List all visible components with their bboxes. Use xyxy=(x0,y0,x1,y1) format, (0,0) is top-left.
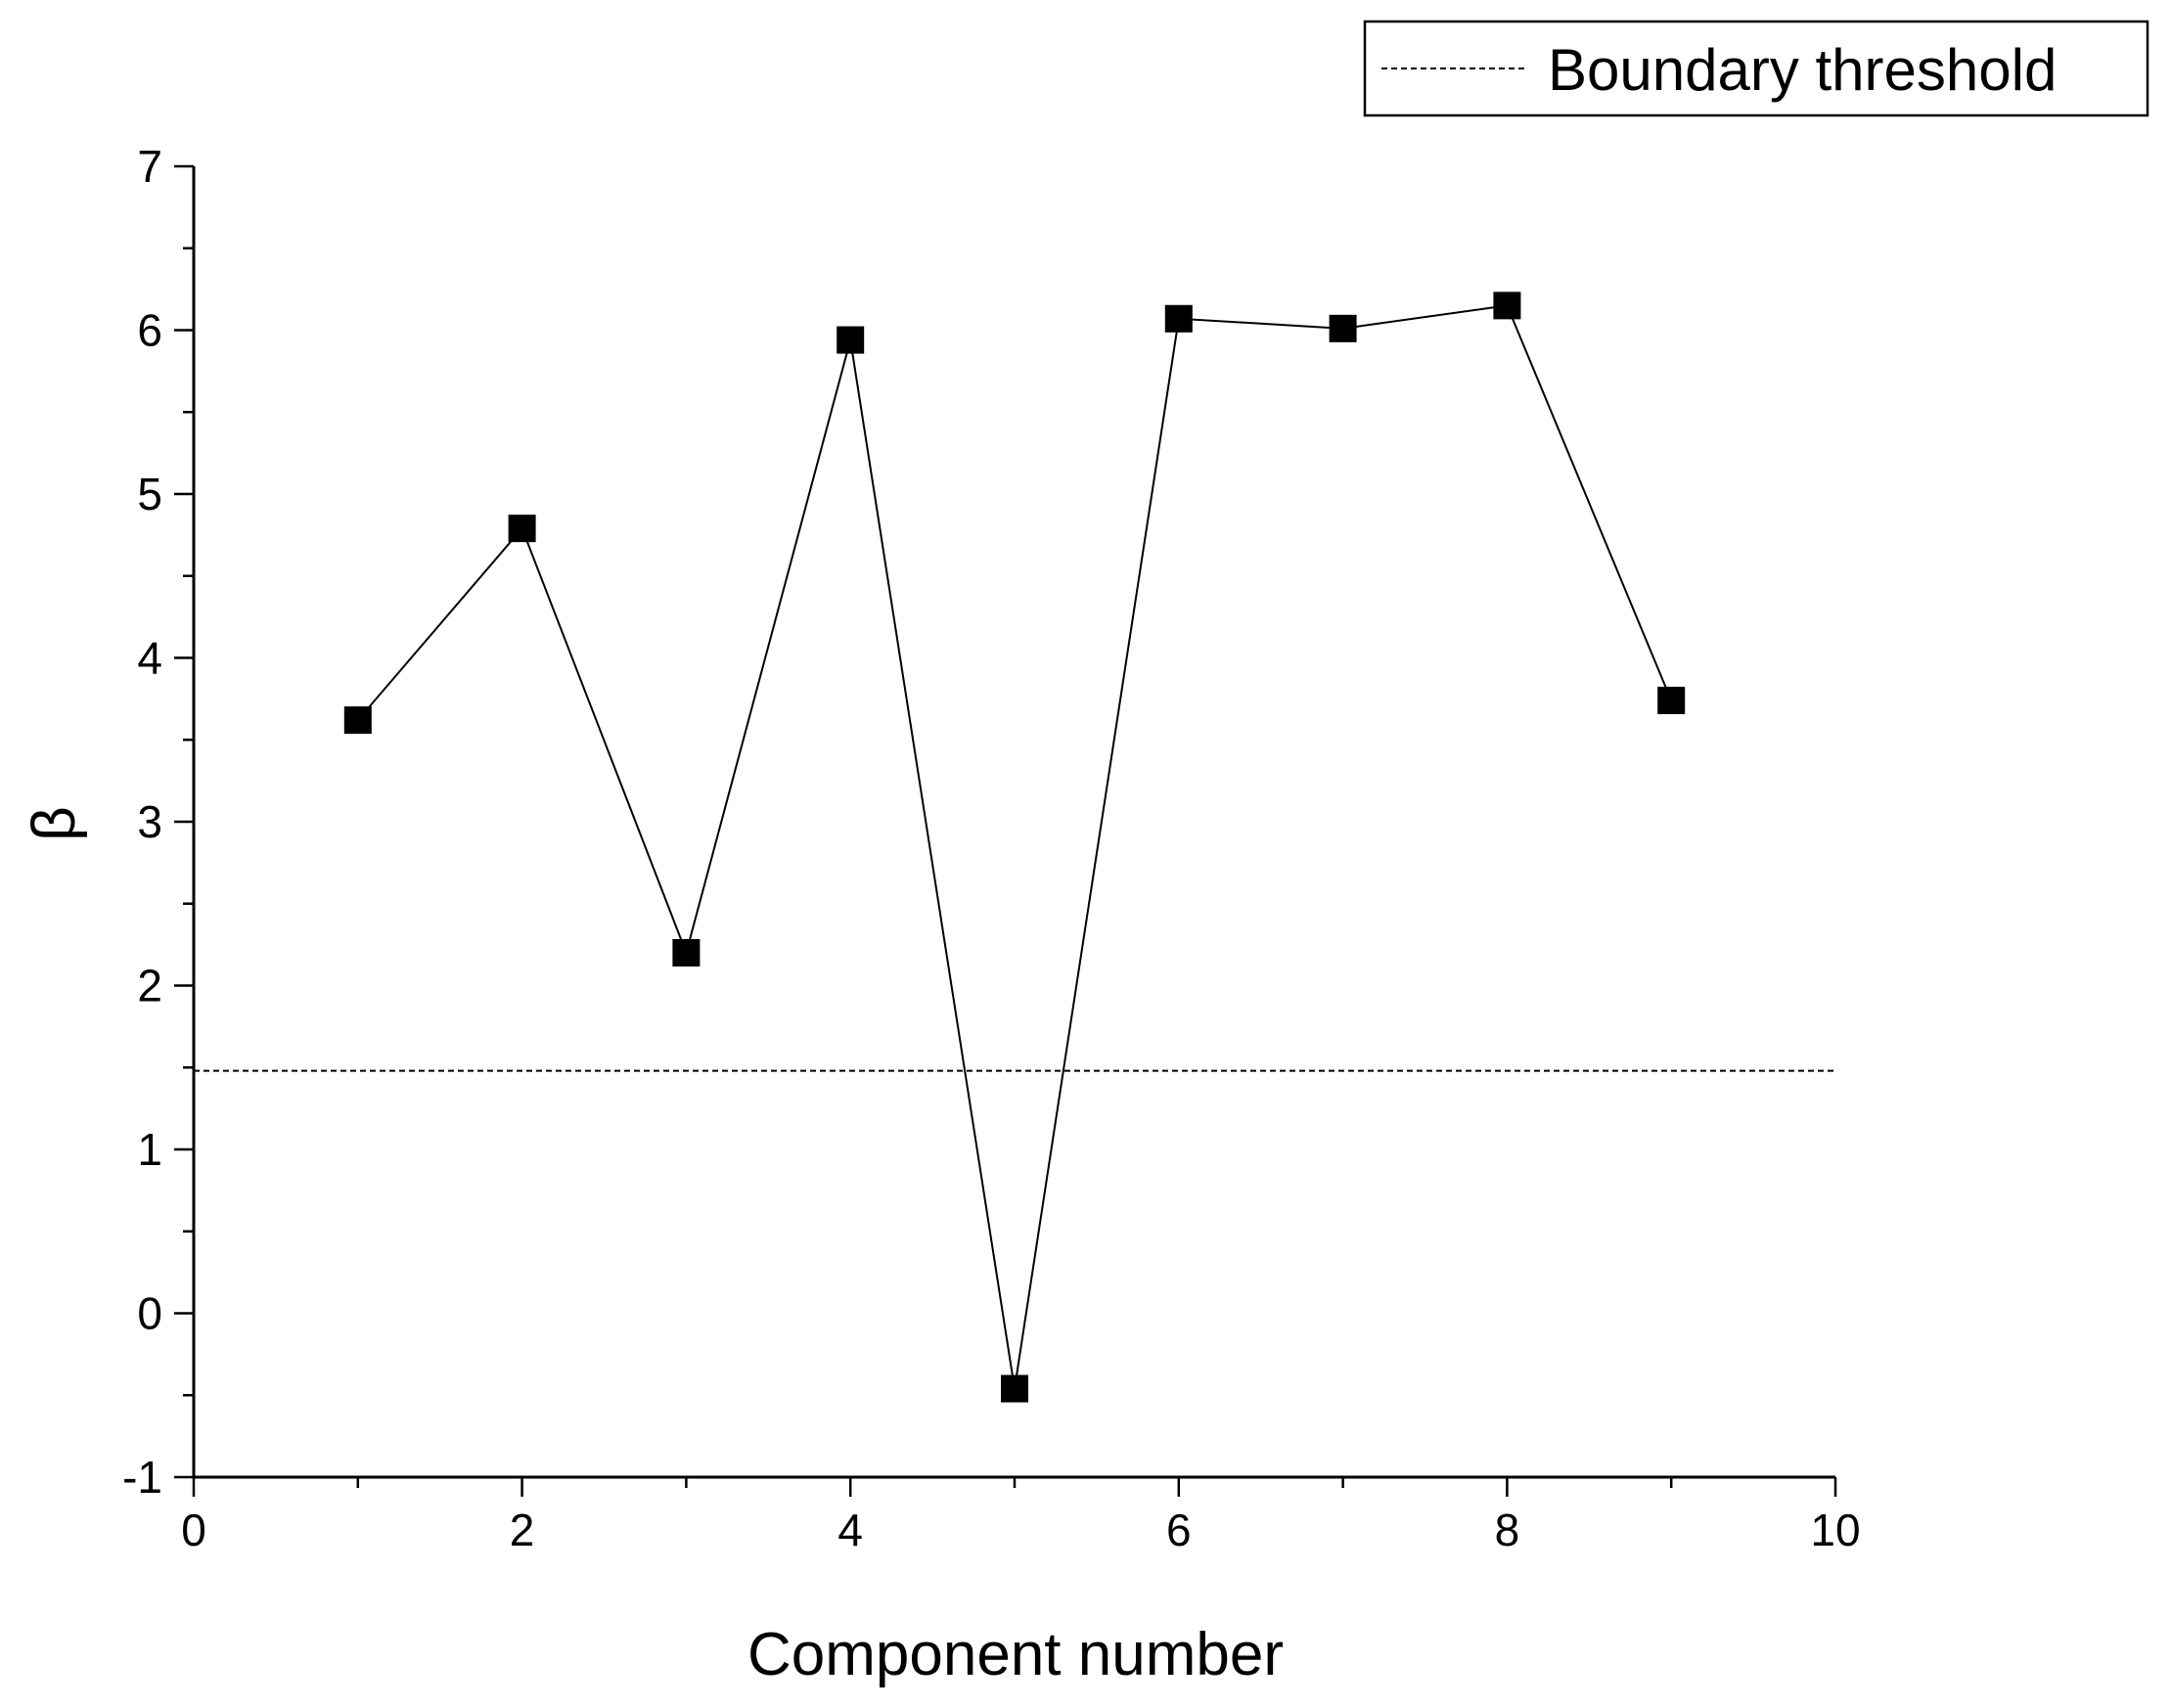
x-tick-label: 0 xyxy=(181,1505,206,1555)
data-point-marker xyxy=(1657,687,1686,715)
legend-label: Boundary threshold xyxy=(1548,37,2057,103)
y-tick-label: 4 xyxy=(137,633,162,684)
y-tick-label: 5 xyxy=(137,469,162,519)
y-tick-label: 6 xyxy=(137,305,162,356)
data-point-marker xyxy=(672,939,701,966)
legend: Boundary threshold xyxy=(1363,20,2149,117)
data-point-marker xyxy=(1329,314,1357,342)
series-line xyxy=(357,304,1673,1389)
y-tick-label: 3 xyxy=(137,796,162,847)
y-tick-label: 1 xyxy=(137,1124,162,1175)
data-point-marker xyxy=(837,326,865,354)
legend-box xyxy=(1363,20,2149,117)
data-point-marker xyxy=(1164,304,1193,333)
axes: 0 2 4 6 8 10 -1 0 1 2 3 4 5 6 7 xyxy=(122,141,1860,1555)
data-point-marker xyxy=(1001,1374,1028,1403)
data-point-marker xyxy=(343,706,372,735)
x-tick-label: 6 xyxy=(1166,1505,1192,1555)
series-layer xyxy=(343,292,1686,1403)
x-tick-label: 8 xyxy=(1495,1505,1520,1555)
x-axis-title: Component number xyxy=(747,1621,1284,1688)
x-tick-label: 10 xyxy=(1810,1505,1860,1555)
y-axis-title: β xyxy=(21,806,88,841)
y-tick-label: 2 xyxy=(137,961,162,1011)
y-tick-label: 0 xyxy=(137,1288,162,1339)
data-point-marker xyxy=(508,515,536,543)
x-tick-label: 4 xyxy=(837,1505,863,1555)
y-tick-label: -1 xyxy=(122,1452,162,1503)
x-tick-label: 2 xyxy=(510,1505,535,1555)
data-point-marker xyxy=(1493,292,1521,320)
y-tick-label: 7 xyxy=(137,141,162,192)
